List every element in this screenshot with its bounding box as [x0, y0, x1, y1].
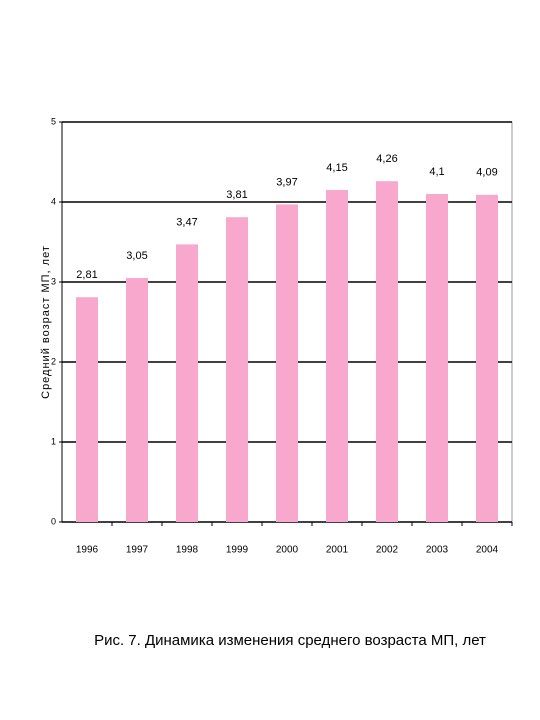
x-tick-label: 2001 — [326, 545, 349, 556]
y-tick-label: 3 — [51, 276, 56, 286]
x-tick-label: 2004 — [476, 545, 499, 556]
bar — [126, 278, 148, 522]
data-label: 3,81 — [226, 189, 247, 201]
x-tick-label: 1997 — [126, 545, 149, 556]
y-tick-label: 0 — [51, 516, 56, 526]
y-axis-label: Средний возраст МП, лет — [40, 245, 52, 399]
bar — [76, 297, 98, 522]
bar — [376, 181, 398, 522]
bar — [176, 244, 198, 522]
data-label: 2,81 — [76, 269, 97, 281]
bar — [276, 204, 298, 522]
data-label: 3,47 — [176, 216, 197, 228]
x-tick-label: 1999 — [226, 545, 249, 556]
data-label: 4,15 — [326, 162, 347, 174]
y-tick-label: 4 — [51, 196, 56, 206]
x-tick-label: 2000 — [276, 545, 299, 556]
caption: Рис. 7. Динамика изменения среднего возр… — [94, 632, 486, 649]
data-label: 4,26 — [376, 153, 397, 165]
y-tick-label: 5 — [51, 116, 56, 126]
bar — [476, 194, 498, 523]
data-label: 3,05 — [126, 250, 147, 262]
y-tick-label: 2 — [51, 356, 56, 366]
x-tick-label: 1996 — [76, 545, 99, 556]
x-tick-label: 2003 — [426, 545, 449, 556]
data-label: 3,97 — [276, 176, 297, 188]
x-tick-label: 1998 — [176, 545, 199, 556]
x-tick-label: 2002 — [376, 545, 399, 556]
bar — [426, 194, 448, 522]
bar — [326, 190, 348, 522]
bar — [226, 217, 248, 522]
data-label: 4,1 — [429, 166, 444, 178]
y-tick-label: 1 — [51, 436, 56, 446]
data-label: 4,09 — [476, 167, 497, 179]
